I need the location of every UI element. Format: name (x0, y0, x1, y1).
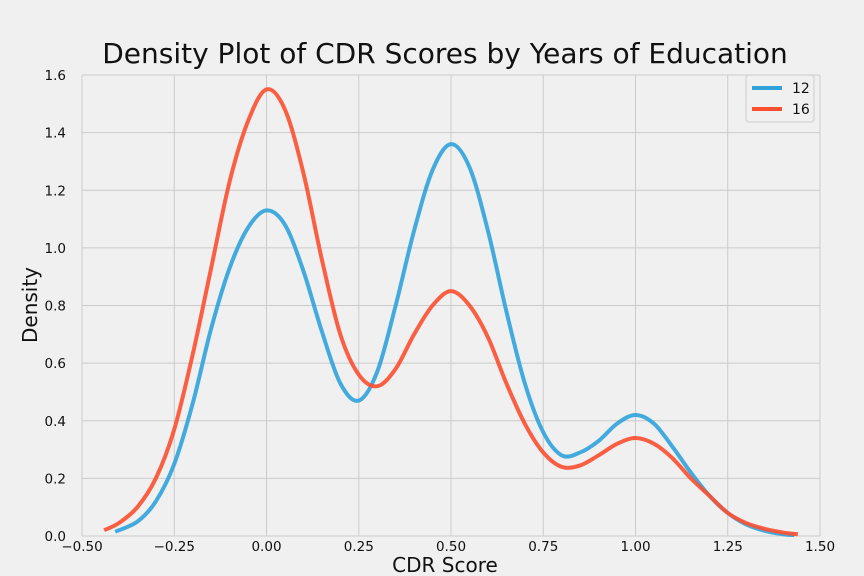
y-tick-label: 0.4 (45, 414, 66, 430)
x-tick-label: 0.00 (251, 539, 281, 555)
y-tick-label: 0.0 (45, 529, 66, 545)
y-tick-label: 1.4 (45, 126, 66, 142)
x-tick-label: 0.50 (436, 539, 466, 555)
grid-lines (81, 74, 821, 537)
x-tick-label: 0.25 (344, 539, 374, 555)
x-tick-label: −0.25 (154, 539, 195, 555)
x-tick-label: 1.25 (713, 539, 743, 555)
y-axis-label: Density (18, 267, 42, 343)
y-tick-label: 1.0 (45, 241, 66, 257)
y-tick-label: 0.6 (45, 356, 66, 372)
y-tick-label: 0.2 (45, 471, 66, 487)
y-tick-label: 0.8 (45, 299, 66, 315)
y-tick-label: 1.6 (45, 68, 66, 84)
chart-title: Density Plot of CDR Scores by Years of E… (102, 37, 788, 70)
x-tick-label: 1.00 (620, 539, 650, 555)
legend-label-16: 16 (792, 102, 810, 118)
legend-label-12: 12 (792, 81, 810, 97)
series-line-12 (114, 142, 795, 538)
legend: 12 16 (745, 74, 815, 123)
series-line-16 (103, 87, 799, 537)
series-lines (103, 87, 799, 538)
x-tick-label: 0.75 (528, 539, 558, 555)
tick-labels: −0.50 −0.25 0.00 0.25 0.50 0.75 1.00 1.25 1.50 0.… (45, 68, 836, 555)
x-tick-label: 1.50 (805, 539, 835, 555)
x-tick-label: −0.50 (61, 539, 102, 555)
y-tick-label: 1.2 (45, 183, 66, 199)
x-axis-label: CDR Score (392, 553, 498, 576)
